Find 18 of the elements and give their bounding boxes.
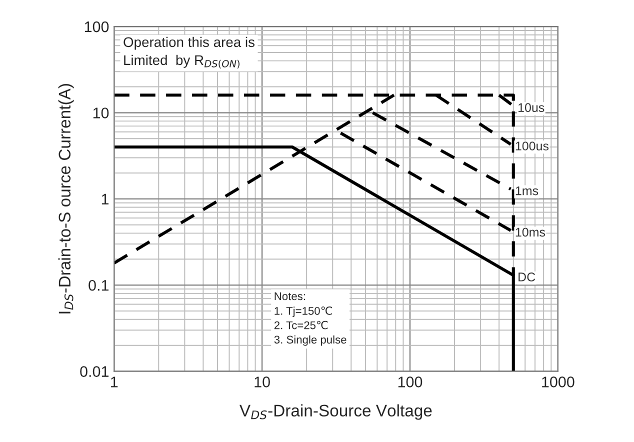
y-axis-title: I$_{DS}$-Drain-to-S ource Current(A) xyxy=(58,84,74,314)
series-label: 1ms xyxy=(516,186,538,196)
x-tick-label: 100 xyxy=(398,376,422,388)
annotation: Operation this area is Limited by R$_{DS(ON)}$ xyxy=(124,36,255,69)
series-label: 10ms xyxy=(516,228,546,237)
series-label: 100us xyxy=(516,142,549,150)
x-axis-title: V$_{DS}$-Drain-Source Voltage xyxy=(240,404,432,420)
y-tick-label: 100 xyxy=(84,21,109,32)
x-tick-label: 10 xyxy=(254,376,270,388)
x-tick-label: 1000 xyxy=(542,376,574,388)
y-tick-label: 1 xyxy=(102,194,109,204)
annotation: Notes: 1. Tj=150℃ 2. Tc=25℃ 3. Single pulse xyxy=(274,292,346,346)
y-tick-label: 10 xyxy=(93,108,109,118)
series-label: DC xyxy=(518,272,536,282)
series-label: 10us xyxy=(518,103,544,112)
y-tick-label: 0.01 xyxy=(80,366,109,377)
x-tick-label: 1 xyxy=(111,376,118,388)
y-tick-label: 0.1 xyxy=(88,280,109,291)
